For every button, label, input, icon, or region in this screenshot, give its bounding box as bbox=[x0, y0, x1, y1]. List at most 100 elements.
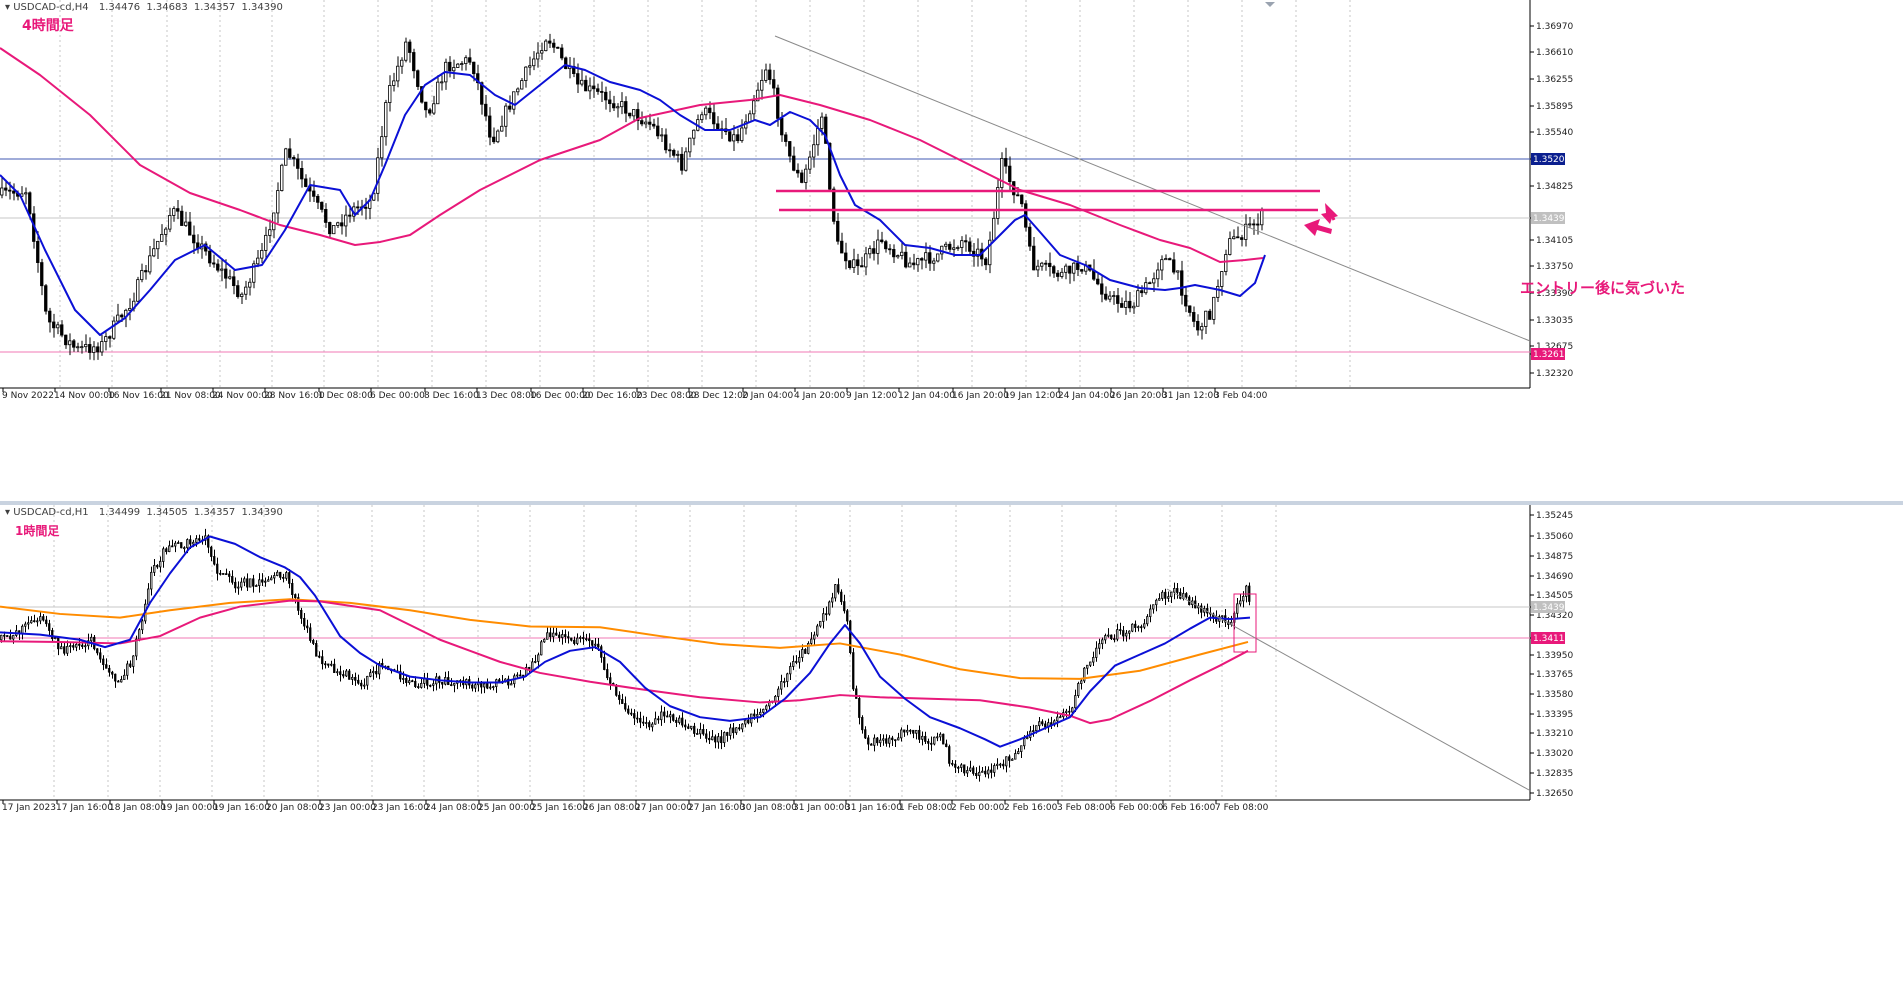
h4-candle bbox=[848, 260, 852, 269]
collapse-marker-icon[interactable] bbox=[1265, 2, 1275, 7]
h4-chart-canvas[interactable]: 1.36970 1.36610 1.36255 1.35895 1.35540 1.348… bbox=[0, 0, 1903, 501]
arrow-left-icon bbox=[1304, 219, 1332, 236]
h4-candle bbox=[288, 148, 292, 158]
h4-close-value: 1.34390 bbox=[241, 2, 283, 13]
h1-candle bbox=[822, 613, 825, 622]
h4-candle bbox=[120, 314, 124, 318]
h1-candle bbox=[300, 609, 303, 619]
h4-date-label: 16 Jan 20:00 bbox=[952, 391, 1009, 401]
h4-candle bbox=[1204, 310, 1208, 327]
h4-date-label: 16 Nov 16:00 bbox=[108, 391, 169, 401]
h1-candle bbox=[975, 773, 978, 777]
h1-candle bbox=[660, 711, 663, 721]
h4-candle bbox=[748, 113, 752, 123]
h1-candle bbox=[27, 622, 30, 625]
h1-candle bbox=[1023, 738, 1026, 747]
h1-candle bbox=[111, 671, 114, 675]
h1-candle bbox=[882, 738, 885, 741]
h1-candle bbox=[240, 581, 243, 588]
h1-candle bbox=[828, 601, 831, 615]
h4-candle bbox=[628, 112, 632, 117]
h1-candle bbox=[225, 573, 228, 576]
h1-candle bbox=[1101, 639, 1104, 645]
h4-low-value: 1.34357 bbox=[193, 2, 236, 13]
h1-date-label: 17 Jan 2023 bbox=[2, 803, 56, 813]
h1-candle bbox=[1155, 599, 1158, 606]
h4-candle bbox=[512, 91, 516, 110]
h4-candle bbox=[192, 234, 196, 244]
h1-candle bbox=[336, 671, 339, 674]
h4-candle bbox=[4, 187, 8, 191]
h1-candle bbox=[228, 573, 231, 577]
h1-candle bbox=[309, 627, 312, 641]
h4-candle bbox=[548, 40, 552, 44]
h1-tag-pink-level: 1.34118 bbox=[1533, 634, 1570, 644]
h1-chart-canvas[interactable]: 1.35245 1.35060 1.34875 1.34690 1.34505 1.343… bbox=[0, 505, 1903, 997]
h4-candle bbox=[128, 307, 132, 311]
h4-candle bbox=[880, 239, 884, 243]
h4-candle bbox=[932, 260, 936, 264]
pane-divider[interactable] bbox=[0, 501, 1903, 505]
h1-candle bbox=[510, 683, 513, 686]
h1-date-label: 23 Jan 16:00 bbox=[372, 803, 429, 813]
h4-candle bbox=[692, 129, 696, 139]
h4-candle bbox=[660, 134, 664, 137]
collapse-triangle-icon[interactable]: ▾ bbox=[5, 2, 11, 13]
h1-candle bbox=[789, 666, 792, 675]
h4-candle bbox=[212, 262, 216, 265]
h1-candle bbox=[1095, 647, 1098, 658]
h4-date-label: 9 Nov 2022 bbox=[2, 391, 54, 401]
h1-candle bbox=[372, 671, 375, 674]
h1-candle bbox=[699, 729, 702, 735]
h1-candle bbox=[570, 637, 573, 641]
h4-date-label: 2 Jan 04:00 bbox=[742, 391, 794, 401]
h1-candle bbox=[315, 643, 318, 657]
chart-pane-h4[interactable]: 1.36970 1.36610 1.36255 1.35895 1.35540 1.348… bbox=[0, 0, 1903, 501]
h4-candle bbox=[424, 101, 428, 111]
h1-candle bbox=[237, 586, 240, 589]
h4-candle bbox=[800, 172, 804, 183]
h4-candle bbox=[1020, 194, 1024, 205]
h4-candle bbox=[868, 248, 872, 255]
h1-candle bbox=[537, 654, 540, 662]
chart-pane-h1[interactable]: 1.35245 1.35060 1.34875 1.34690 1.34505 1.343… bbox=[0, 505, 1903, 997]
h1-candle bbox=[1245, 585, 1248, 597]
h4-candle bbox=[140, 270, 144, 281]
h4-candle bbox=[8, 189, 12, 192]
h4-candle bbox=[952, 247, 956, 250]
h1-candle bbox=[945, 743, 948, 748]
h4-candle bbox=[412, 52, 416, 72]
collapse-triangle-icon[interactable]: ▾ bbox=[5, 507, 11, 518]
h1-candle bbox=[615, 685, 618, 696]
h4-candle bbox=[1140, 290, 1144, 294]
h4-candle bbox=[648, 121, 652, 125]
h1-candle bbox=[39, 616, 42, 622]
h1-candle bbox=[255, 585, 258, 587]
h4-candle bbox=[892, 249, 896, 258]
h1-candle bbox=[75, 643, 78, 648]
h4-candle bbox=[936, 253, 940, 262]
h4-candle bbox=[304, 178, 308, 187]
h4-candle bbox=[396, 65, 400, 82]
h4-candle bbox=[144, 270, 148, 273]
h1-close-value: 1.34390 bbox=[241, 507, 283, 518]
h4-candle bbox=[504, 105, 508, 127]
h4-candle bbox=[180, 210, 184, 226]
h1-candle bbox=[936, 736, 939, 739]
h4-candle bbox=[816, 128, 820, 146]
h1-candle bbox=[1041, 721, 1044, 725]
h1-candle bbox=[234, 581, 237, 589]
h4-candle bbox=[408, 41, 412, 53]
h4-candle bbox=[508, 105, 512, 110]
h1-candle bbox=[819, 620, 822, 627]
h1-price-label: 1.33580 bbox=[1536, 690, 1573, 700]
h4-candle bbox=[256, 257, 260, 265]
h4-date-label: 4 Jan 20:00 bbox=[794, 391, 846, 401]
h1-candle bbox=[420, 682, 423, 688]
h4-candle bbox=[404, 41, 408, 61]
h4-candle bbox=[28, 192, 32, 215]
h4-candle bbox=[136, 279, 140, 302]
h1-candle bbox=[150, 571, 153, 590]
h1-candle bbox=[192, 541, 195, 545]
h4-candle bbox=[972, 250, 976, 257]
